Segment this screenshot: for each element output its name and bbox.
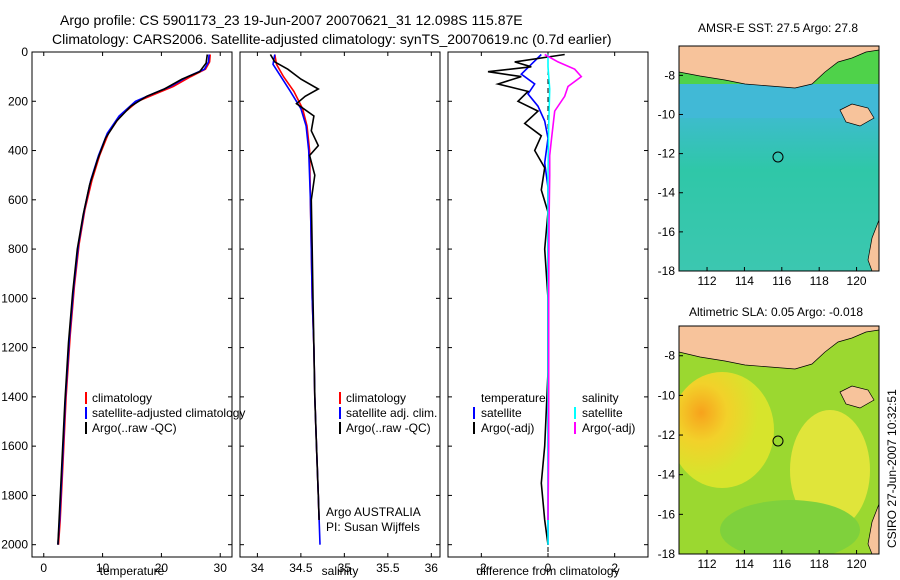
y-tick-label: 200: [8, 94, 28, 108]
x-tick-label: 34: [251, 561, 265, 575]
sla-map-axes: 112 114 116 118 120 -8 -10 -12 -14 -16 -18: [658, 349, 867, 571]
legend-label-temp-argo: Argo(-adj): [481, 421, 534, 435]
legend-label-climatology: climatology: [92, 391, 152, 405]
footer-stamp: CSIRO 27-Jun-2007 10:32:51: [885, 389, 899, 548]
legend-label-sal-satellite: satellite: [582, 406, 623, 420]
sla-yellow-patch: [790, 410, 870, 530]
y-tick-label: 1200: [1, 341, 28, 355]
salinity-plot-frame: [239, 51, 441, 558]
series-line-argo-raw-qc-: [57, 54, 209, 545]
y-tick-label: 0: [21, 45, 28, 59]
legend-label-temp-satellite: satellite: [481, 406, 522, 420]
sla-high-anomaly: [679, 372, 774, 488]
legend-header-temperature: temperature: [481, 391, 546, 405]
sst-map-title: AMSR-E SST: 27.5 Argo: 27.8: [698, 21, 858, 35]
y-tick-label: 1400: [1, 390, 28, 404]
temperature-plot-frame: [31, 51, 233, 558]
sla-map-title: Altimetric SLA: 0.05 Argo: -0.018: [689, 305, 863, 319]
map-y-tick-label: -12: [658, 147, 676, 161]
sst-map-axes: 112 114 116 118 120 -8 -10 -12 -14 -16 -18: [658, 68, 867, 288]
temperature-panel: 0 10 20 30 0 200 400 600 800 1000 1200 1400 1600 1800…: [1, 45, 233, 578]
legend-label-argo: Argo(..raw -QC): [92, 421, 177, 435]
map-x-tick-label: 112: [697, 557, 716, 571]
map-y-tick-label: -16: [658, 507, 676, 521]
salinity-annotation: Argo AUSTRALIA PI: Susan Wijffels: [326, 505, 421, 534]
x-tick-label: 0: [40, 561, 47, 575]
land-java-bali: [679, 46, 879, 89]
y-tick-label: 1600: [1, 439, 28, 453]
map-x-tick-label: 116: [772, 274, 791, 288]
legend-label-sal-argo: Argo(-adj): [582, 421, 635, 435]
legend-label-climatology: climatology: [346, 391, 406, 405]
x-tick-label: 2: [611, 561, 618, 575]
legend-label-satellite: satellite adj. clim.: [346, 406, 437, 420]
x-tick-label: 10: [96, 561, 110, 575]
legend-header-salinity: salinity: [582, 391, 619, 405]
map-y-tick-label: -18: [658, 264, 676, 278]
x-tick-label: 34.5: [289, 561, 313, 575]
temperature-x-axis-label: temperature: [100, 564, 165, 578]
map-x-tick-label: 120: [847, 274, 867, 288]
y-tick-label: 1800: [1, 488, 28, 502]
figure-title-line1: Argo profile: CS 5901173_23 19-Jun-2007 …: [60, 12, 523, 28]
series-line-argo-raw-qc-: [269, 54, 320, 521]
annotation-argo-australia: Argo AUSTRALIA: [326, 505, 421, 519]
x-tick-label: 30: [214, 561, 228, 575]
land-sumba: [839, 385, 875, 409]
sla-map: [679, 326, 879, 554]
sla-map-frame: [678, 325, 880, 555]
map-x-tick-label: 114: [735, 274, 754, 288]
map-y-tick-label: -12: [658, 428, 676, 442]
series-line-salinity-argo-adj-: [544, 53, 583, 521]
temperature-legend: climatology satellite-adjusted climatolo…: [85, 391, 245, 435]
salinity-x-axis-label: salinity: [322, 564, 359, 578]
map-y-tick-label: -14: [658, 468, 676, 482]
x-tick-label: 20: [155, 561, 169, 575]
map-x-tick-label: 120: [847, 557, 867, 571]
y-tick-label: 800: [8, 242, 28, 256]
map-y-tick-label: -16: [658, 225, 676, 239]
map-x-tick-label: 116: [772, 557, 791, 571]
series-line-temperature-argo-adj-: [487, 53, 565, 545]
x-tick-label: 35.5: [376, 561, 400, 575]
x-tick-label: 0: [545, 561, 552, 575]
land-java-bali: [679, 326, 879, 370]
x-tick-label: -2: [476, 561, 487, 575]
annotation-pi: PI: Susan Wijffels: [326, 520, 420, 534]
sst-map-frame: [678, 45, 880, 272]
x-tick-label: 36: [425, 561, 439, 575]
y-tick-label: 2000: [1, 538, 28, 552]
x-tick-label: 35: [338, 561, 352, 575]
sst-map: [679, 46, 879, 271]
y-tick-label: 400: [8, 144, 28, 158]
y-tick-label: 600: [8, 193, 28, 207]
map-x-tick-label: 118: [810, 274, 829, 288]
map-y-tick-label: -14: [658, 186, 676, 200]
land-australia-corner: [867, 503, 879, 554]
map-y-tick-label: -10: [658, 107, 676, 121]
map-y-tick-label: -10: [658, 388, 676, 402]
y-tick-label: 1000: [1, 291, 28, 305]
difference-x-axis-label: difference from climatology: [476, 564, 619, 578]
map-y-tick-label: -18: [658, 547, 676, 561]
argo-position-marker: [772, 435, 784, 447]
land-australia-corner: [867, 219, 879, 271]
land-sumba: [839, 103, 875, 127]
map-x-tick-label: 112: [697, 274, 716, 288]
map-x-tick-label: 118: [810, 557, 829, 571]
legend-label-satellite-adjusted: satellite-adjusted climatology: [92, 406, 245, 420]
map-y-tick-label: -8: [664, 349, 675, 363]
figure-title-line2: Climatology: CARS2006. Satellite-adjuste…: [52, 31, 612, 47]
map-x-tick-label: 114: [735, 557, 754, 571]
map-y-tick-label: -8: [664, 68, 675, 82]
legend-label-argo: Argo(..raw -QC): [346, 421, 431, 435]
salinity-legend: climatology satellite adj. clim. Argo(..…: [339, 391, 437, 435]
sla-green-patch: [720, 500, 860, 554]
argo-position-marker: [772, 151, 784, 163]
difference-legend: temperature salinity satellite Argo(-adj…: [473, 391, 635, 435]
salinity-panel: 34 34.5 35 35.5 36 salinity: [239, 51, 441, 578]
